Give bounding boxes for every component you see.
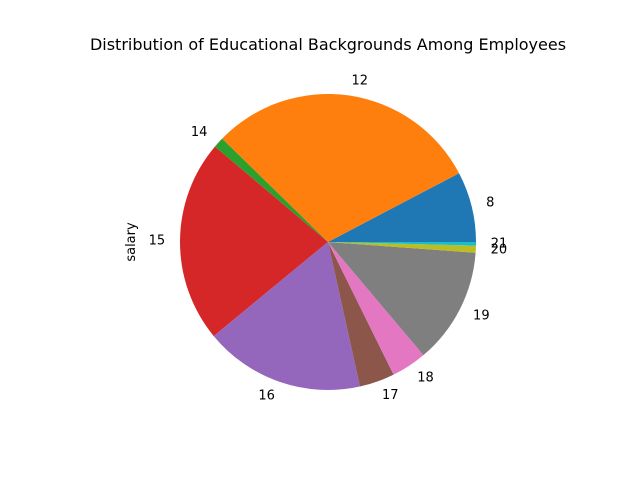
pie-slice-19 [328,242,476,356]
pie-slice-15 [180,146,328,337]
pie-label-16: 16 [258,388,275,403]
pie-label-18: 18 [417,371,434,386]
chart-title: Distribution of Educational Backgrounds … [90,35,566,54]
pie-slice-18 [328,242,424,375]
pie-slice-14 [214,138,328,242]
pie-slice-8 [328,173,476,242]
pie-slice-20 [328,242,476,253]
pie-slice-21 [328,242,476,246]
pie-label-19: 19 [473,308,490,323]
pie-label-12: 12 [352,73,369,88]
pie-slice-12 [222,94,460,243]
pie-label-8: 8 [486,196,494,211]
pie-label-15: 15 [149,234,166,249]
pie-slice-16 [213,242,360,391]
pie-slice-17 [328,242,394,387]
y-axis-label: salary [124,222,139,262]
pie-label-14: 14 [191,125,208,140]
pie-label-21: 21 [491,236,508,251]
pie-slices [180,94,476,391]
pie-label-17: 17 [382,388,399,403]
pie-label-20: 20 [491,242,508,257]
